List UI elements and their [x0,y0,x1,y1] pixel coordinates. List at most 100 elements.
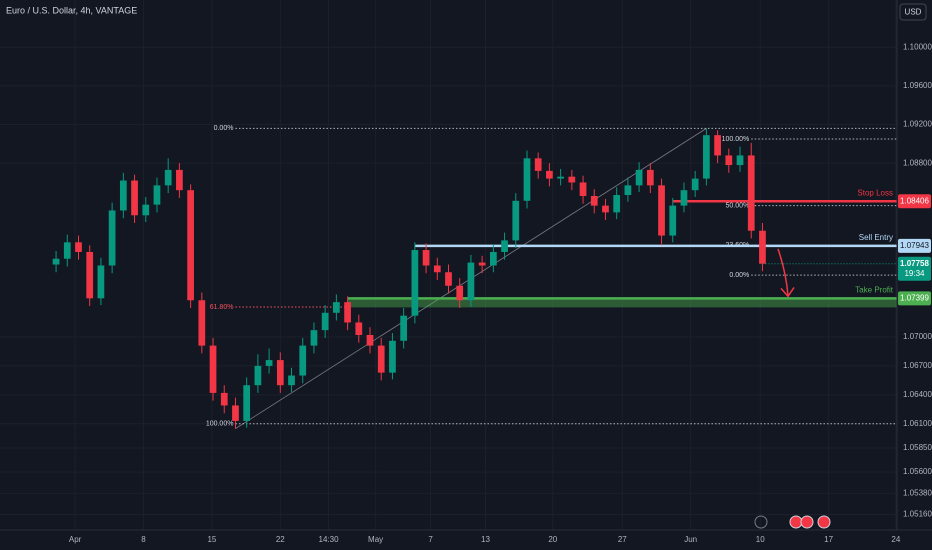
candle-body [590,195,598,206]
y-tick-label: 1.10000 [903,42,932,51]
candle-body [411,250,419,316]
y-tick-label: 1.09200 [903,120,932,129]
price-box-label: 1.07399 [900,294,929,303]
x-tick-label: 13 [481,535,490,544]
candle-body [131,180,138,216]
candle-body [635,169,643,186]
x-tick-label: 17 [824,535,833,544]
candle-body [86,251,94,299]
x-tick-label: May [368,535,383,544]
level-label: Stop Loss [857,188,893,197]
y-tick-label: 1.05850 [903,443,932,452]
candle-body [523,158,531,201]
candle-body [344,302,351,323]
candle-body [759,230,766,264]
candle-body [63,242,71,259]
candle-body [736,155,744,166]
candle-body [456,285,464,301]
candle-body [669,205,677,236]
candle-body [187,190,194,301]
price-box [898,238,931,253]
candle-body [534,158,542,171]
candle-body [478,262,486,266]
y-tick-label: 1.05160 [903,510,932,519]
candle-body [579,182,587,196]
candle-body [276,360,284,386]
x-tick-label: 15 [207,535,216,544]
x-tick-label: 7 [428,535,433,544]
candle-body [176,169,183,191]
x-tick-label: 24 [891,535,900,544]
icon[interactable] [800,515,814,529]
candle-body [725,155,733,166]
candle-body [310,330,318,346]
x-tick-label: 14:30 [319,535,340,544]
candle-body [613,195,621,213]
candle-body [265,360,273,366]
price-box-label: 1.08406 [900,196,929,205]
y-tick-label: 1.06400 [903,390,932,399]
candle-body [658,185,665,236]
candle-body [164,169,172,186]
candle-body [209,345,217,393]
fib-label: 100.00% [206,421,234,428]
price-box-label: 1.07943 [900,241,929,250]
candle-body [52,258,60,265]
candle-body [489,251,497,266]
plot: 0.00%61.80%100.00%100.00%50.00%23.60%0.0… [52,125,897,429]
x-tick-label: 8 [141,535,146,544]
candle-body [366,334,374,346]
candle-body [400,315,408,341]
candle-body [602,205,609,213]
candle-body [254,365,262,386]
y-tick-label: 1.06700 [903,361,932,370]
candle-body [646,169,654,186]
candle-body [299,345,307,376]
candle-body [119,180,127,211]
y-tick-label: 1.09600 [903,81,932,90]
candle-body [714,135,721,156]
candle-body [220,392,228,406]
fib-label: 100.00% [722,136,750,143]
candle-body [198,300,206,346]
x-tick-label: 27 [618,535,627,544]
last-time-label: 19:34 [904,269,925,278]
candle-body [108,210,116,266]
candle-body [680,190,688,206]
candle-body [377,345,385,373]
fib-label: 61.80% [210,304,234,311]
price-box [898,194,931,209]
candle-body [624,185,632,196]
candle-body [747,155,755,231]
x-tick-label: Apr [69,535,82,544]
fib-label: 0.00% [729,272,749,279]
currency[interactable]: USD [905,8,922,17]
icon[interactable] [789,515,803,529]
candle-body [232,405,239,421]
candle-body [321,312,329,331]
level-label: Sell Entry [859,233,893,242]
candle-body [355,322,363,335]
candle-body [97,265,105,299]
grid [0,0,897,530]
candle-body [75,242,82,252]
y-tick-label: 1.06100 [903,419,932,428]
candle-body [433,265,441,273]
take-profit-zone [347,298,897,308]
candle-body [288,375,295,386]
chart-title: Euro / U.S. Dollar, 4h, VANTAGE [6,5,137,15]
candle-body [546,170,553,179]
fib-label: 0.00% [214,125,234,132]
currency-button[interactable] [899,3,927,21]
candle-body [422,250,430,266]
last-price-box [898,256,931,281]
candle-body [703,135,710,179]
y-tick-label: 1.05600 [903,467,932,476]
arrow-head [780,286,795,298]
icon[interactable] [754,515,768,529]
y-tick-label: 1.07000 [903,332,932,341]
arrow [777,248,789,296]
last-price-label: 1.07758 [900,259,929,268]
icon[interactable] [817,515,831,529]
